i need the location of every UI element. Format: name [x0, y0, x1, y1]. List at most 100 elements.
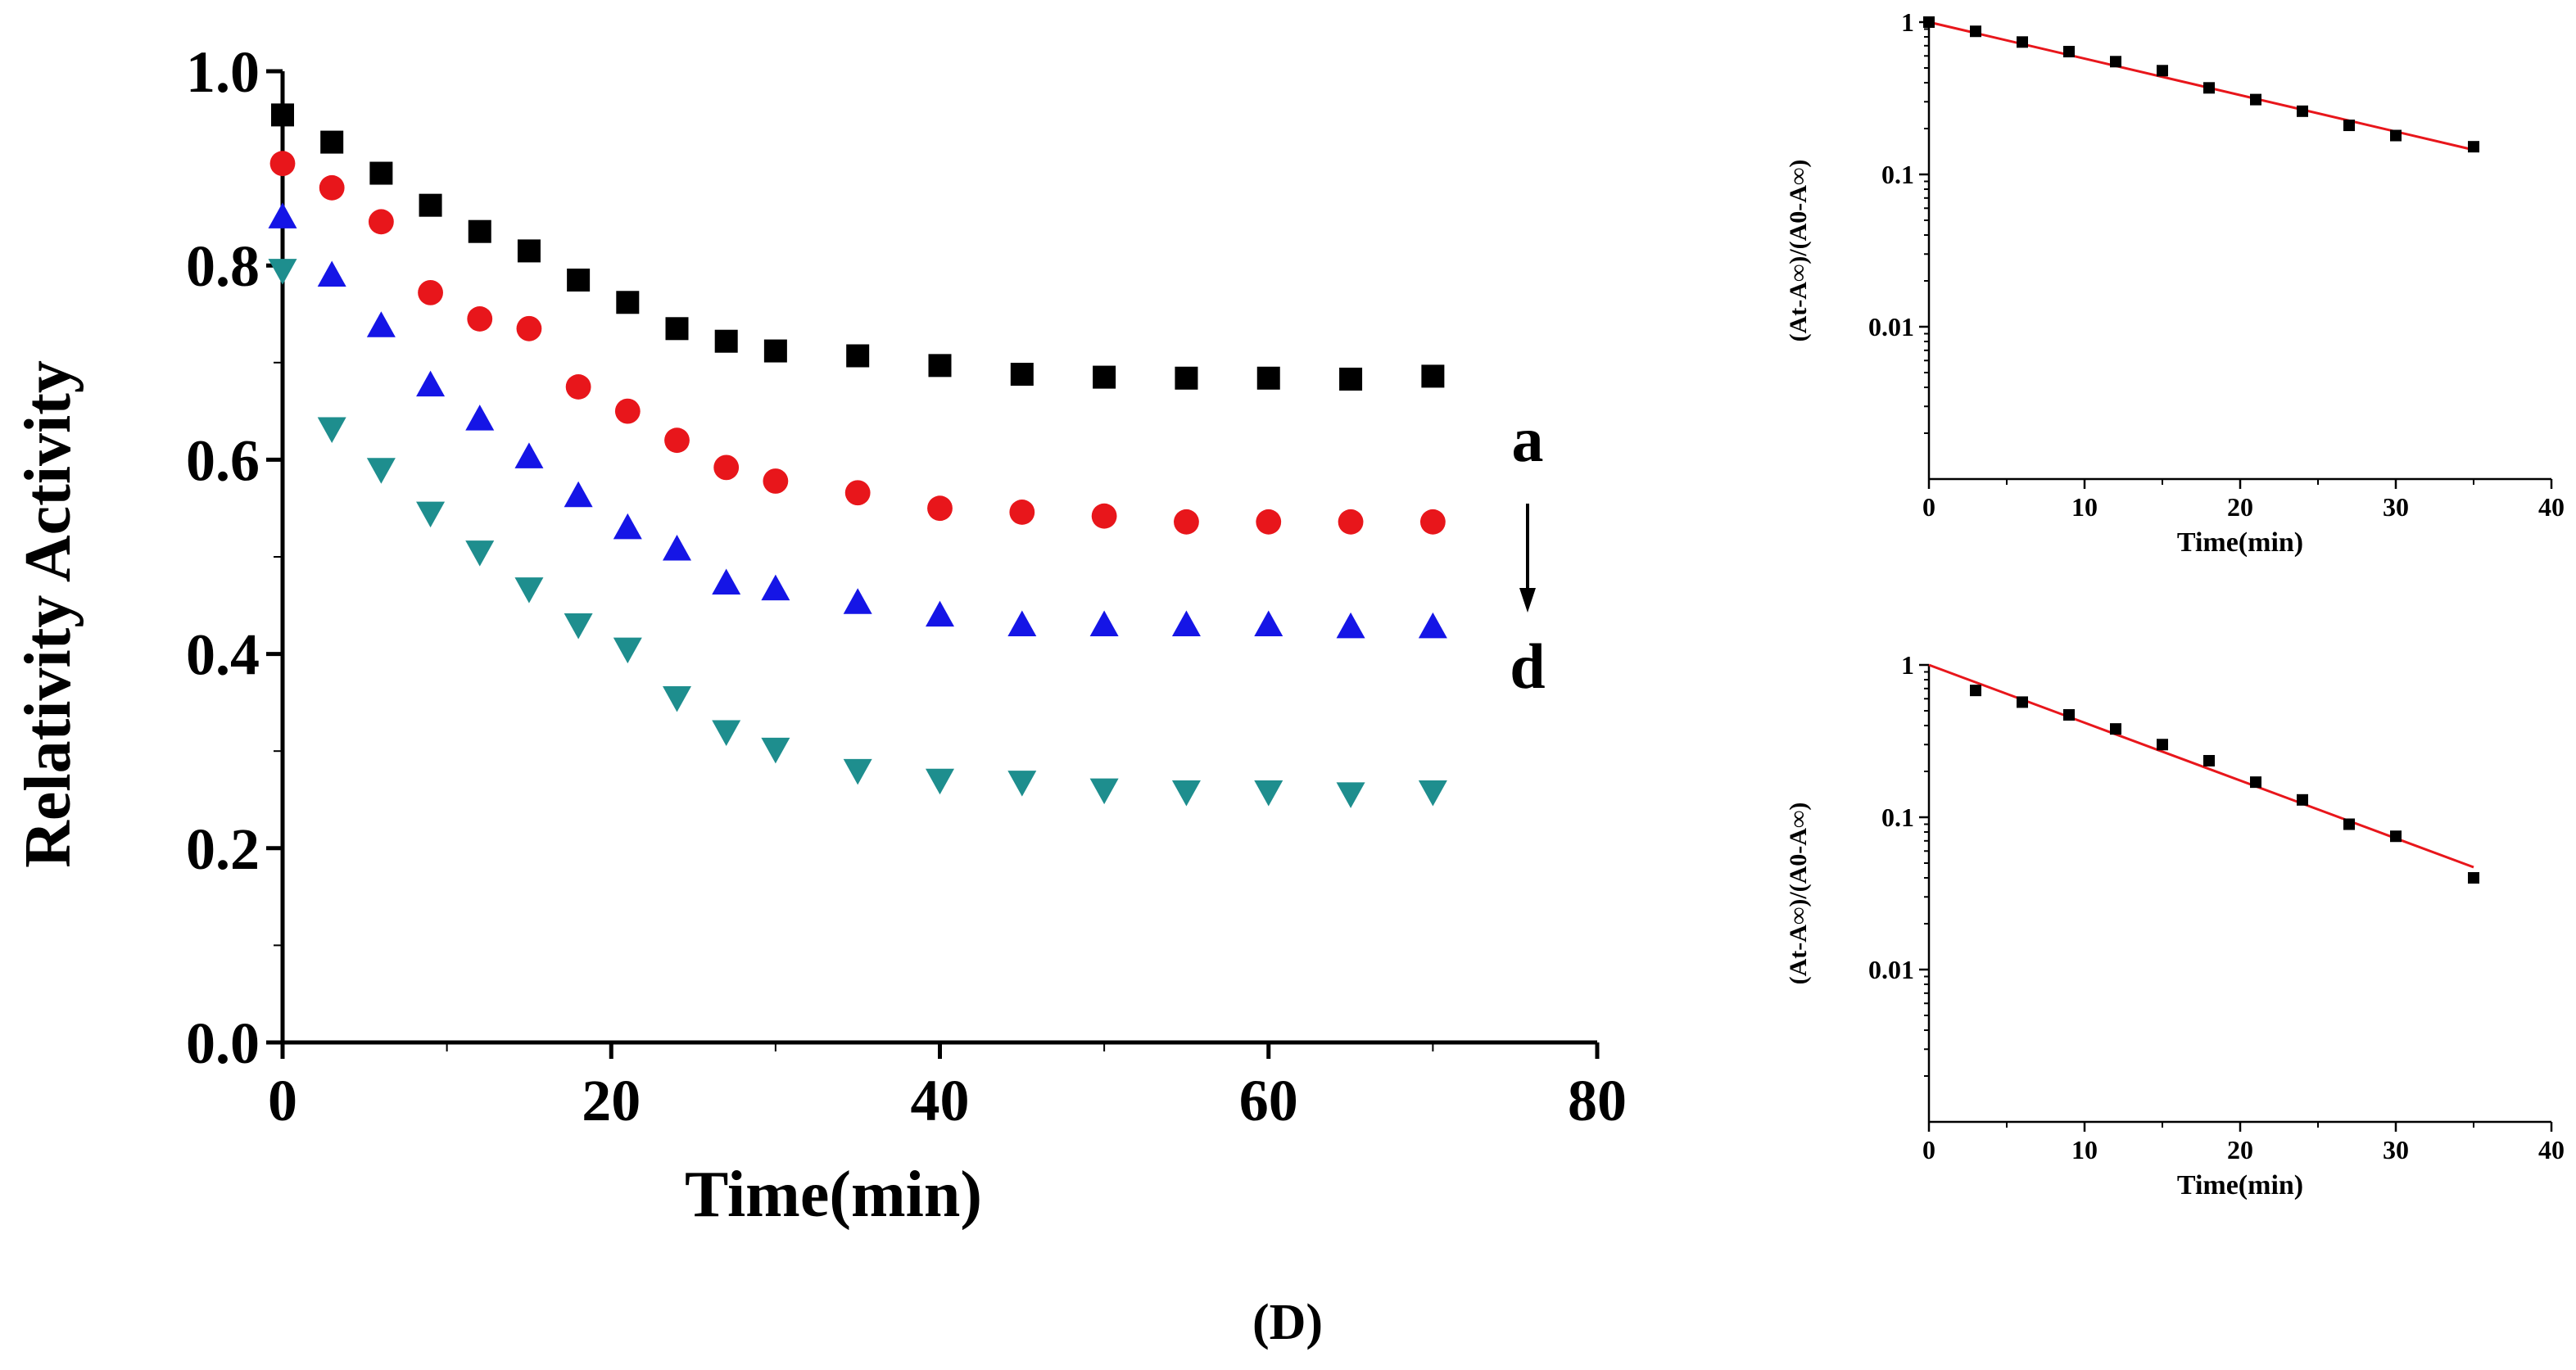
inset-y-tick-label: 0.1 — [1881, 160, 1914, 189]
data-point-d — [317, 417, 346, 443]
y-axis-title: Relativity Activity — [12, 360, 84, 868]
data-point-a — [419, 193, 442, 217]
data-point-a — [1339, 367, 1363, 391]
data-point-c — [317, 260, 346, 287]
data-point-a — [714, 329, 738, 353]
data-point-d — [268, 259, 297, 285]
data-point-a — [928, 354, 952, 378]
inset-data-point — [2017, 36, 2028, 48]
inset-data-point — [2110, 723, 2121, 735]
data-point-c — [1089, 610, 1119, 637]
series-c — [268, 202, 1447, 639]
data-point-b — [1091, 503, 1117, 529]
inset-y-tick-label: 1 — [1901, 650, 1914, 680]
inset-data-point — [2157, 65, 2168, 77]
data-point-b — [467, 306, 493, 332]
inset-data-point — [2390, 129, 2402, 142]
inset-y-tick-label: 0.1 — [1881, 803, 1914, 832]
inset-y-axis-title: (At-A∞)/(A0-A∞) — [1785, 160, 1812, 342]
data-point-d — [1171, 780, 1201, 807]
inset-data-point — [2063, 708, 2075, 721]
data-point-a — [1256, 366, 1280, 390]
data-point-d — [1418, 780, 1447, 807]
data-point-d — [465, 540, 495, 567]
data-point-a — [517, 239, 541, 263]
data-point-b — [614, 398, 641, 424]
inset-data-point — [2203, 754, 2215, 766]
annotation-arrowhead — [1519, 588, 1536, 613]
data-point-a — [1093, 365, 1116, 389]
inset-data-point — [2063, 46, 2075, 58]
inset-data-point — [2343, 818, 2355, 830]
data-point-c — [416, 370, 446, 397]
data-point-c — [1007, 610, 1037, 637]
data-point-b — [319, 174, 345, 201]
data-point-c — [712, 568, 741, 595]
data-point-b — [1338, 509, 1364, 535]
inset-chart-bottom: 1 0.1 0.01 0 10 20 30 40 Time(min) (At-A∞)/(A0-A∞… — [1785, 650, 2565, 1200]
data-point-b — [269, 151, 296, 177]
inset-data-point — [2343, 120, 2355, 132]
annotation-a: a — [1512, 404, 1544, 475]
inset-x-axis-title: Time(min) — [2177, 1170, 2303, 1200]
inset-data-point — [2250, 93, 2261, 106]
data-point-a — [616, 291, 640, 314]
y-tick-label: 1.0 — [186, 39, 260, 105]
y-tick-label: 0.8 — [186, 233, 260, 299]
x-tick-label: 80 — [1568, 1068, 1627, 1133]
data-point-d — [613, 637, 642, 664]
x-axis-title: Time(min) — [685, 1159, 982, 1231]
inset-data-point — [2157, 739, 2168, 751]
data-point-b — [763, 468, 789, 494]
data-point-b — [1174, 509, 1199, 535]
inset-data-point — [2297, 794, 2308, 806]
x-tick-label: 40 — [911, 1068, 970, 1133]
data-point-d — [1254, 780, 1283, 807]
y-tick-label: 0.2 — [186, 816, 260, 882]
series-b — [269, 151, 1446, 535]
data-point-d — [843, 758, 872, 785]
data-point-b — [565, 374, 591, 400]
inset-data-point — [2468, 872, 2479, 884]
x-tick-label: 20 — [582, 1068, 641, 1133]
data-point-a — [1010, 363, 1034, 387]
x-tick-label: 0 — [268, 1068, 297, 1133]
data-point-a — [468, 219, 491, 243]
inset-x-tick-label: 10 — [2071, 492, 2098, 522]
inset-data-point — [2297, 105, 2308, 117]
data-point-a — [567, 268, 591, 292]
data-point-b — [1009, 500, 1035, 525]
data-point-a — [1421, 364, 1445, 388]
inset-x-tick-label: 30 — [2383, 1135, 2409, 1164]
data-point-d — [926, 768, 954, 795]
inset-x-tick-label: 40 — [2538, 1135, 2565, 1164]
data-point-d — [564, 613, 593, 640]
data-point-d — [514, 577, 544, 604]
data-point-d — [663, 685, 691, 712]
x-tick-label: 60 — [1239, 1068, 1298, 1133]
inset-x-tick-label: 0 — [1922, 1135, 1935, 1164]
data-point-a — [763, 339, 787, 363]
inset-data-point — [2250, 776, 2261, 789]
inset-x-tick-label: 30 — [2383, 492, 2409, 522]
data-point-c — [514, 442, 544, 468]
y-tick-label: 0.4 — [186, 622, 260, 688]
data-point-d — [366, 458, 396, 484]
panel-label: (D) — [1252, 1295, 1323, 1350]
series-d — [268, 259, 1447, 808]
inset-x-tick-label: 0 — [1922, 492, 1935, 522]
y-tick-label: 0.0 — [186, 1011, 260, 1076]
data-point-c — [1418, 612, 1447, 639]
inset-y-tick-label: 0.01 — [1868, 312, 1914, 341]
data-point-b — [418, 280, 443, 305]
series-a — [271, 103, 1445, 391]
data-point-a — [1175, 366, 1198, 390]
data-point-b — [368, 209, 394, 235]
inset-data-point — [2468, 141, 2479, 153]
inset-x-tick-label: 20 — [2227, 1135, 2253, 1164]
data-point-a — [665, 317, 689, 341]
inset-y-tick-label: 0.01 — [1868, 955, 1914, 984]
data-point-a — [320, 130, 344, 154]
inset-data-point — [1970, 685, 1981, 697]
data-point-c — [843, 588, 872, 614]
